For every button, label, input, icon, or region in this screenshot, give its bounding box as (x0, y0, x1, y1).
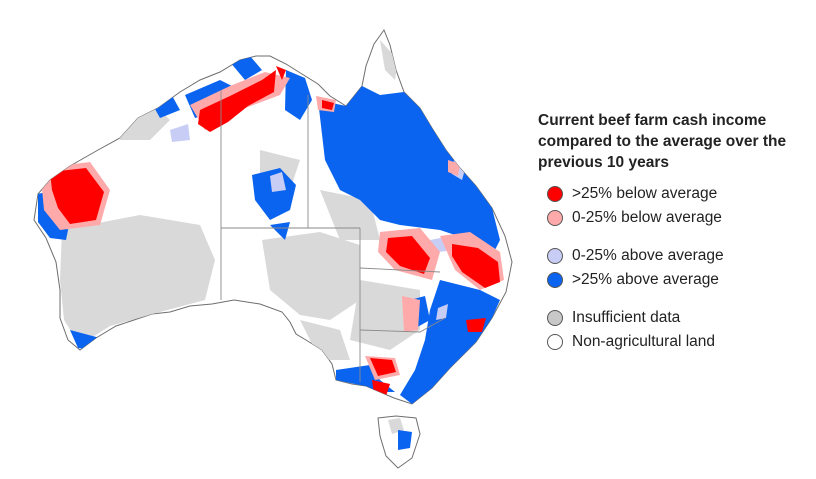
legend-swatch (547, 185, 563, 202)
legend-label: Non-agricultural land (572, 332, 716, 350)
legend-item-strong-below: >25% below average (538, 183, 813, 204)
australia-map (33, 28, 513, 469)
legend-item-mild-below: 0-25% below average (538, 207, 813, 228)
legend-swatch (547, 333, 563, 350)
legend-swatch (547, 271, 563, 288)
legend-label: Insufficient data (572, 308, 681, 326)
legend-label: >25% below average (572, 184, 718, 202)
legend-swatch (547, 309, 563, 326)
strong-below-regions (50, 66, 500, 396)
legend-title: Current beef farm cash income compared t… (538, 110, 813, 173)
legend-title-line: previous 10 years (538, 154, 669, 171)
legend-label: 0-25% above average (572, 246, 724, 264)
legend-title-line: Current beef farm cash income (538, 112, 767, 129)
legend-swatch (547, 209, 563, 226)
legend-item-mild-above: 0-25% above average (538, 245, 813, 266)
tasmania-regions (388, 418, 412, 450)
legend-label: >25% above average (572, 270, 719, 288)
legend-item-strong-above: >25% above average (538, 269, 813, 290)
legend-title-line: compared to the average over the (538, 133, 787, 150)
legend-item-insufficient: Insufficient data (538, 307, 813, 328)
legend-item-non-agricultural: Non-agricultural land (538, 331, 813, 352)
map-legend: Current beef farm cash income compared t… (538, 110, 813, 355)
legend-label: 0-25% below average (572, 208, 722, 226)
state-borders (220, 90, 446, 382)
legend-swatch (547, 247, 563, 264)
